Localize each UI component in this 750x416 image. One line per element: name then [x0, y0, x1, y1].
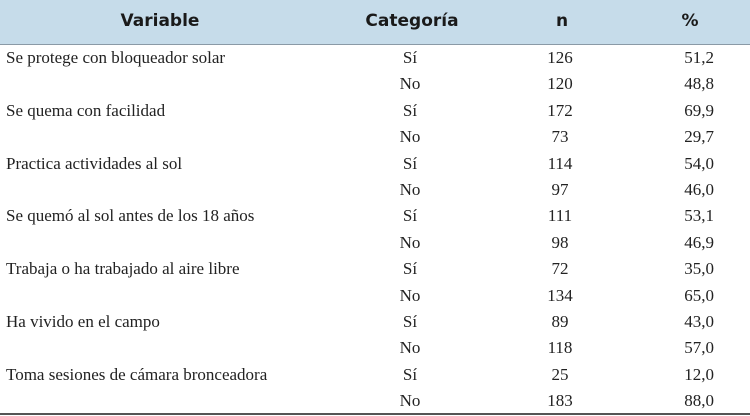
header-row — [0, 0, 750, 45]
category: Sí — [402, 153, 418, 173]
variable-label: Se quema con facilidad — [6, 100, 166, 120]
variable-label: Practica actividades al sol — [6, 153, 183, 173]
variable-label: Se protege con bloqueador solar — [6, 48, 226, 67]
count: 25 — [551, 364, 569, 384]
percent: 69,9 — [684, 100, 714, 120]
category: No — [399, 232, 421, 252]
variable-label: Se quemó al sol antes de los 18 años — [6, 206, 255, 226]
percent: 57,0 — [684, 338, 714, 358]
category: Sí — [402, 259, 418, 279]
percent: 65,0 — [684, 285, 714, 305]
category: No — [399, 74, 421, 94]
category: No — [399, 127, 421, 147]
variable-label: Ha vivido en el campo — [6, 312, 160, 331]
count: 73 — [551, 127, 569, 147]
header-n: n — [555, 11, 569, 31]
variable-label: Trabaja o ha trabajado al aire libre — [6, 259, 240, 279]
variable-label: Toma sesiones de cámara bronceadora — [6, 364, 268, 384]
percent: 43,0 — [684, 312, 714, 331]
count: 111 — [547, 206, 573, 226]
count: 98 — [551, 232, 569, 252]
category: Sí — [402, 364, 418, 384]
category: Sí — [402, 48, 418, 67]
header-percent: % — [681, 11, 699, 31]
percent: 88,0 — [684, 391, 714, 411]
percent: 51,2 — [684, 48, 714, 67]
count: 72 — [551, 259, 569, 279]
percent: 35,0 — [684, 259, 714, 279]
percent: 12,0 — [684, 364, 714, 384]
category: No — [399, 285, 421, 305]
count: 134 — [547, 285, 573, 305]
percent: 53,1 — [684, 206, 714, 226]
bottom-rule — [0, 413, 750, 415]
count: 97 — [551, 180, 569, 199]
count: 118 — [547, 338, 573, 358]
count: 126 — [547, 48, 573, 67]
category: No — [399, 180, 421, 199]
percent: 48,8 — [684, 74, 714, 94]
category: No — [399, 391, 421, 411]
count: 172 — [547, 100, 573, 120]
percent: 46,0 — [684, 180, 714, 199]
count: 120 — [547, 74, 573, 94]
header-variable: Variable — [120, 11, 200, 31]
category: Sí — [402, 312, 418, 331]
count: 183 — [547, 391, 573, 411]
count: 114 — [547, 153, 573, 173]
percent: 54,0 — [684, 153, 714, 173]
header-category: Categoría — [365, 11, 459, 31]
count: 89 — [551, 312, 569, 331]
category: Sí — [402, 206, 418, 226]
percent: 29,7 — [684, 127, 714, 147]
category: Sí — [402, 100, 418, 120]
category: No — [399, 338, 421, 358]
percent: 46,9 — [684, 232, 714, 252]
